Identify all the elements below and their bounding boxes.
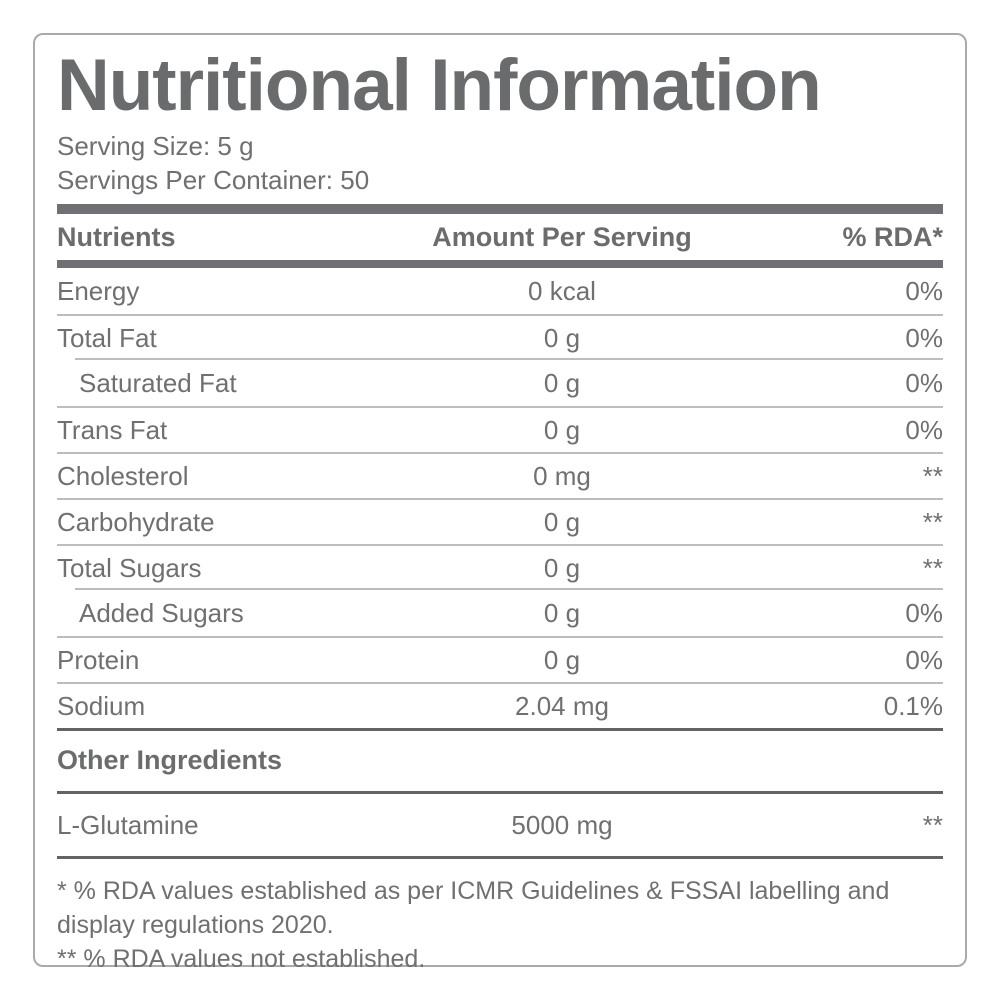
nutrient-name: L-Glutamine [57, 809, 199, 840]
nutrient-name: Carbohydrate [57, 506, 215, 537]
nutrient-name: Energy [57, 275, 140, 306]
serving-info: Serving Size: 5 g Servings Per Container… [57, 129, 943, 197]
nutrient-rda: 0% [905, 597, 943, 628]
nutrient-name: Total Fat [57, 322, 157, 353]
other-ingredient-row: L-Glutamine 5000 mg ** [57, 794, 943, 856]
footnote-line: ** % RDA values not established. [57, 945, 426, 973]
nutrient-rda: ** [922, 506, 943, 537]
nutrient-amount: 0 g [543, 414, 581, 445]
nutrient-name: Trans Fat [57, 414, 168, 445]
table-row: Saturated Fat 0 g 0% [57, 358, 943, 406]
serving-size-text: Serving Size: 5 g [57, 131, 254, 161]
nutrient-amount: 0 kcal [528, 275, 596, 306]
nutrient-name: Saturated Fat [79, 367, 237, 398]
table-row: Carbohydrate 0 g ** [57, 498, 943, 544]
nutrient-rda: 0% [905, 322, 943, 353]
nutrient-rda: ** [922, 460, 943, 491]
nutrient-amount: 0 g [543, 597, 581, 628]
column-header-amount: Amount Per Serving [432, 221, 692, 252]
footnote-line: * % RDA values established as per ICMR G… [57, 877, 890, 905]
section-divider-bottom [57, 856, 943, 859]
nutrient-amount: 5000 mg [511, 809, 613, 840]
section-divider-top [57, 728, 943, 731]
divider-bar-top [57, 204, 943, 214]
table-row: Trans Fat 0 g 0% [57, 406, 943, 452]
table-row: Sodium 2.04 mg 0.1% [57, 682, 943, 728]
nutrient-amount: 0 g [543, 506, 581, 537]
nutrient-amount: 0 g [543, 322, 581, 353]
nutrient-name: Cholesterol [57, 460, 189, 491]
footnotes-block: * % RDA values established as per ICMR G… [57, 874, 943, 976]
divider-bar-header [57, 260, 943, 268]
nutrition-label-panel: Nutritional Information Serving Size: 5 … [33, 33, 967, 973]
other-ingredient-rows: L-Glutamine 5000 mg ** [57, 794, 943, 856]
servings-per-container-text: Servings Per Container: 50 [57, 165, 370, 195]
nutrient-name: Added Sugars [79, 597, 244, 628]
nutrient-amount: 0 g [543, 552, 581, 583]
nutrient-rda: 0% [905, 414, 943, 445]
table-row: Total Sugars 0 g ** [57, 544, 943, 590]
nutrient-name: Sodium [57, 690, 146, 721]
nutrient-amount: 0 mg [533, 460, 591, 491]
nutrient-rows: Energy 0 kcal 0% Total Fat 0 g 0% Satura… [57, 268, 943, 728]
table-row: Total Fat 0 g 0% [57, 314, 943, 360]
nutrient-amount: 0 g [543, 367, 581, 398]
table-header-row: Nutrients Amount Per Serving % RDA* [57, 214, 943, 260]
nutrient-name: Total Sugars [57, 552, 202, 583]
column-header-nutrients: Nutrients [57, 221, 176, 252]
table-row: Added Sugars 0 g 0% [57, 588, 943, 636]
nutrient-rda: 0% [905, 367, 943, 398]
table-row: Protein 0 g 0% [57, 636, 943, 682]
other-ingredients-heading: Other Ingredients [57, 745, 283, 775]
page-title: Nutritional Information [57, 45, 822, 126]
nutrient-rda: ** [922, 552, 943, 583]
nutrient-rda: 0.1% [883, 690, 943, 721]
nutrient-name: Protein [57, 644, 140, 675]
nutrient-rda: 0% [905, 275, 943, 306]
footnote-line: display regulations 2020. [57, 911, 334, 939]
section-divider-middle [57, 791, 943, 794]
nutrient-rda: ** [922, 809, 943, 840]
nutrient-amount: 2.04 mg [515, 690, 609, 721]
table-row: Cholesterol 0 mg ** [57, 452, 943, 498]
nutrient-amount: 0 g [543, 644, 581, 675]
nutrient-rda: 0% [905, 644, 943, 675]
column-header-rda: % RDA* [842, 221, 943, 252]
table-row: Energy 0 kcal 0% [57, 268, 943, 314]
